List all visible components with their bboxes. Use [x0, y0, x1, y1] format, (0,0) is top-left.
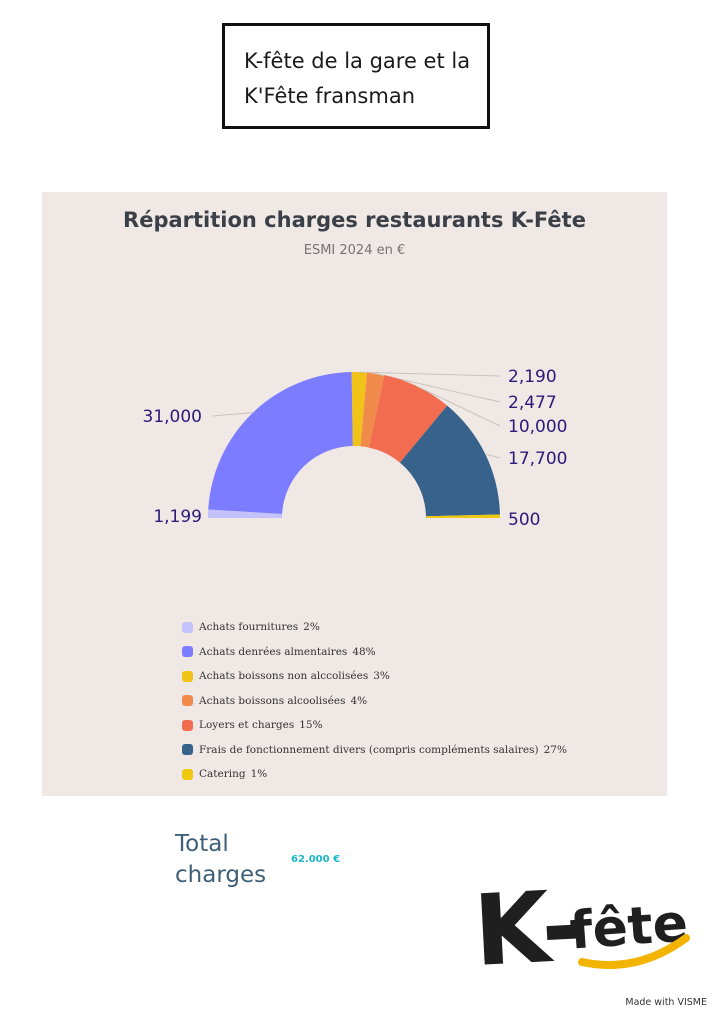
legend-item: Frais de fonctionnement divers (compris …	[182, 738, 567, 763]
chart-data-label-1: 1,199	[153, 507, 202, 527]
legend-percent: 3%	[373, 670, 390, 683]
chart-data-label-2: 31,000	[143, 407, 202, 427]
chart-slice-6	[399, 405, 500, 517]
total-charges-value: 62.000 €	[291, 854, 341, 865]
legend-swatch	[182, 695, 193, 707]
chart-data-label-3: 2,190	[508, 367, 557, 387]
chart-data-label-7: 500	[508, 510, 540, 530]
legend-item: Achats boissons alcoolisées 4%	[182, 689, 567, 714]
header-title-box: K-fête de la gare et la K'Fête fransman	[222, 23, 490, 129]
legend-percent: 2%	[303, 621, 320, 634]
logo-swoosh	[578, 934, 690, 969]
header-title-line-2: K'Fête fransman	[244, 84, 416, 108]
legend-label: Achats boissons non alccolisées	[199, 670, 369, 683]
legend-swatch	[182, 670, 193, 682]
made-with-visme: Made with VISME	[625, 997, 707, 1008]
k-fete-logo: K- fête	[472, 869, 690, 989]
legend-label: Frais de fonctionnement divers (compris …	[199, 743, 539, 756]
total-charges-label-line-1: Total	[175, 831, 229, 857]
total-charges-label: Total charges	[175, 829, 266, 891]
legend-swatch	[182, 744, 193, 756]
legend-label: Achats boissons alcoolisées	[199, 694, 346, 707]
legend-swatch	[182, 646, 193, 658]
chart-data-label-6: 17,700	[508, 449, 567, 469]
chart-data-label-4: 2,477	[508, 393, 557, 413]
legend-item: Loyers et charges 15%	[182, 713, 567, 738]
legend-percent: 1%	[250, 768, 268, 781]
chart-leader-line-2	[211, 412, 253, 417]
chart-slice-3	[351, 372, 368, 447]
chart-leader-line-6	[485, 453, 501, 459]
legend-swatch	[182, 768, 193, 780]
chart-leader-line-5	[417, 386, 501, 427]
chart-slice-4	[360, 372, 385, 448]
legend-item: Catering 1%	[182, 762, 567, 787]
chart-slice-7	[425, 514, 500, 518]
chart-slice-5	[368, 375, 448, 463]
chart-slice-2	[208, 372, 353, 514]
header-title-line-1: K-fête de la gare et la	[244, 49, 471, 73]
legend-percent: 48%	[352, 645, 376, 658]
chart-panel: Répartition charges restaurants K-Fête E…	[42, 192, 667, 796]
chart-title: Répartition charges restaurants K-Fête	[123, 208, 586, 232]
legend-swatch	[182, 719, 193, 731]
legend-percent: 27%	[543, 743, 567, 756]
legend-item: Achats boissons non alccolisées 3%	[182, 664, 567, 689]
semi-donut-chart: 1,199 31,000 2,190 2,477 10,000 17,700 500	[143, 367, 568, 530]
legend-label: Achats denrées almentaires	[199, 645, 348, 658]
legend-item: Achats fournitures 2%	[182, 615, 567, 640]
legend-label: Loyers et charges	[199, 719, 295, 732]
legend-label: Achats fournitures	[199, 621, 299, 634]
legend-swatch	[182, 621, 193, 633]
chart-slice-1	[208, 509, 283, 518]
total-charges-label-line-2: charges	[175, 862, 267, 888]
logo-k-text: K-	[472, 869, 585, 989]
chart-legend: Achats fournitures 2% Achats denrées almen…	[182, 615, 567, 787]
legend-label: Catering	[199, 768, 246, 781]
legend-item: Achats denrées almentaires 48%	[182, 640, 567, 665]
legend-percent: 15%	[299, 719, 323, 732]
legend-percent: 4%	[350, 694, 368, 707]
chart-leader-line-3	[359, 371, 501, 377]
chart-subtitle: ESMI 2024 en €	[303, 243, 406, 258]
chart-data-label-5: 10,000	[508, 417, 567, 437]
